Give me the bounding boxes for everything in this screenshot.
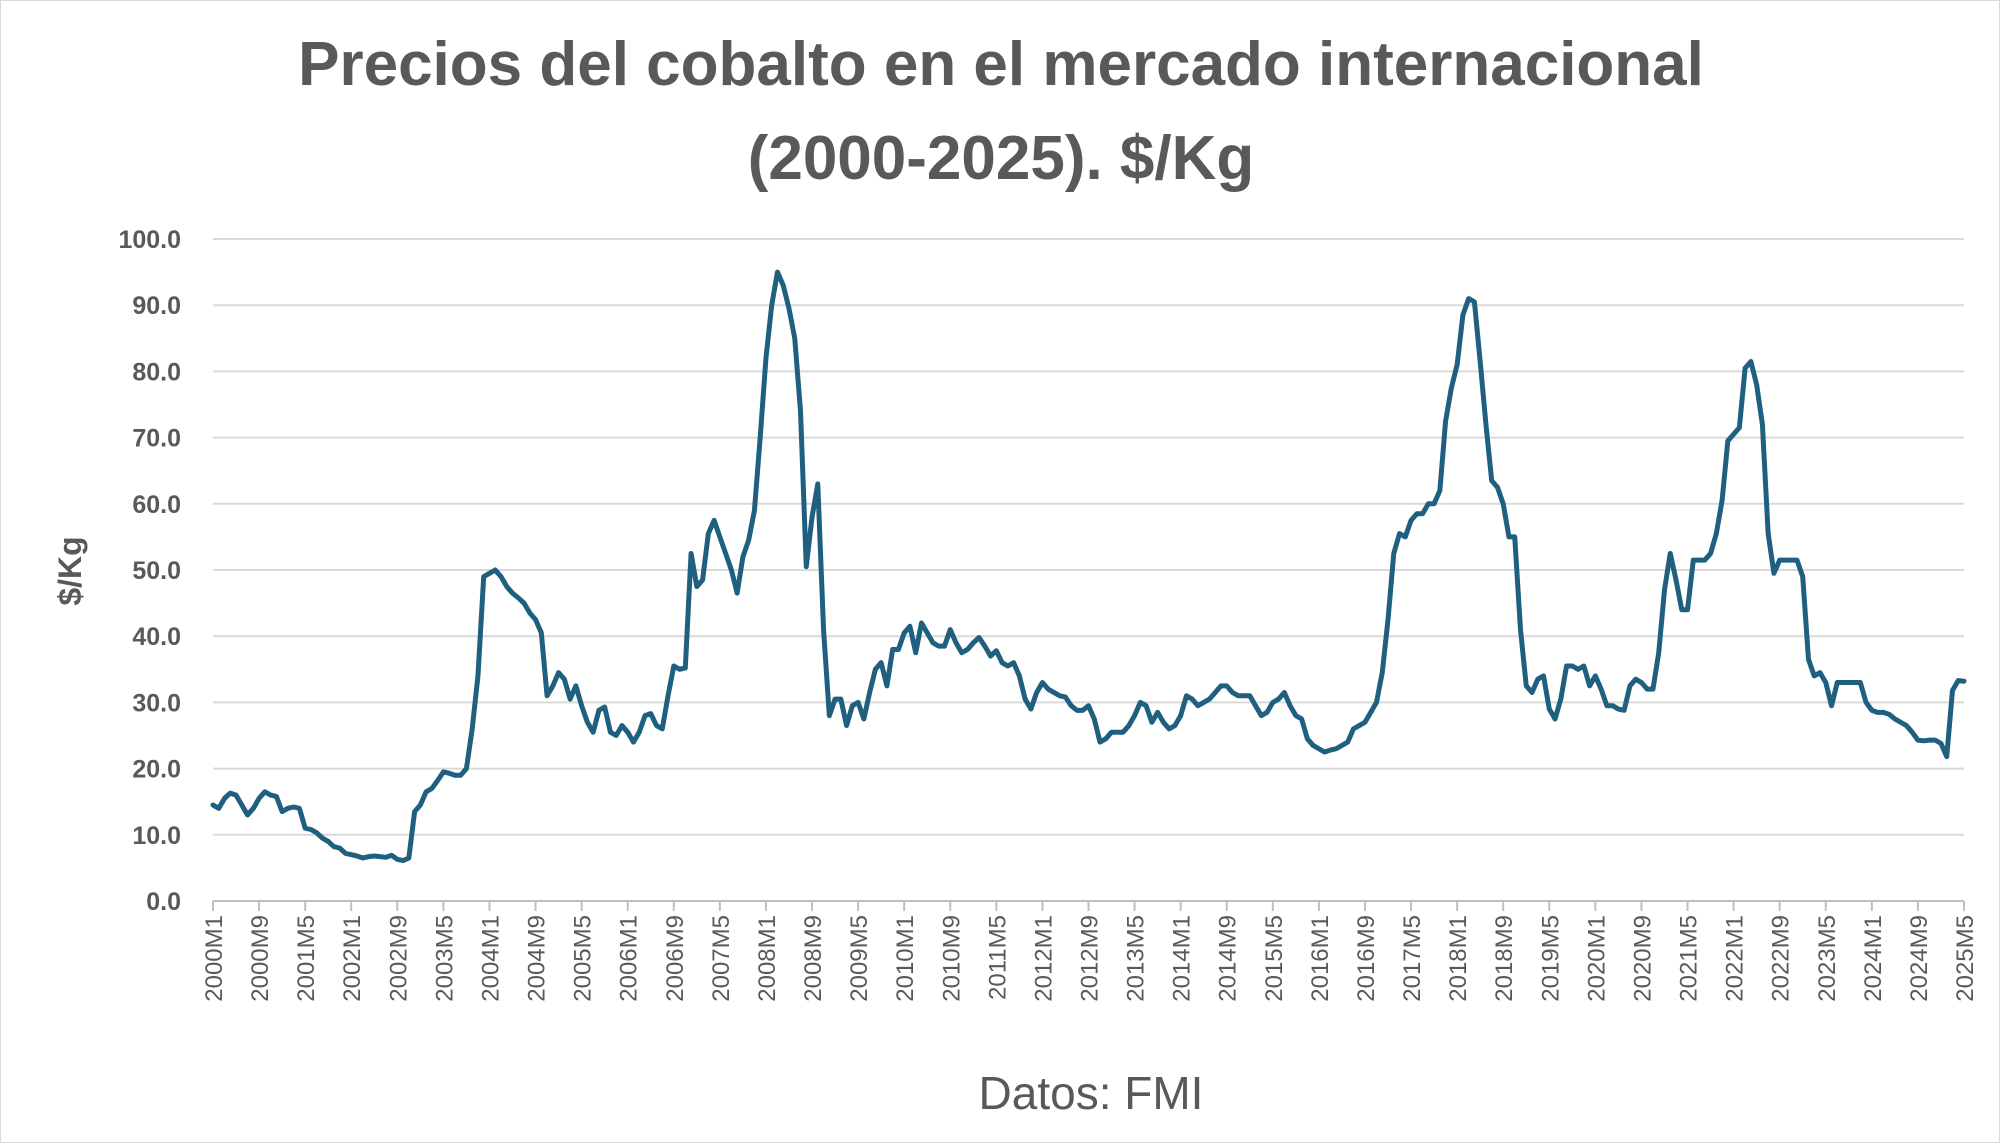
x-tick-label: 2008M9 [800,915,827,1002]
x-tick-label: 2000M9 [247,915,274,1002]
x-tick-label: 2010M9 [938,915,965,1002]
x-tick-label: 2022M1 [1722,915,1749,1002]
x-tick-label: 2009M5 [846,915,873,1002]
chart-title-line-2: (2000-2025). $/Kg [748,124,1255,193]
x-tick-label: 2021M5 [1676,915,1703,1002]
x-tick-label: 2002M1 [339,915,366,1002]
x-tick-label: 2024M1 [1860,915,1887,1002]
x-tick-label: 2022M9 [1768,915,1795,1002]
y-tick-label: 10.0 [132,822,181,850]
x-tick-label: 2012M1 [1030,915,1057,1002]
chart-title-line-1: Precios del cobalto en el mercado intern… [298,30,1704,99]
gridlines [213,238,1964,902]
y-tick-label: 50.0 [132,557,181,585]
x-tick-label: 2020M9 [1629,915,1656,1002]
x-tick-label: 2015M5 [1261,915,1288,1002]
x-tick-label: 2004M1 [477,915,504,1002]
x-tick-label: 2016M9 [1353,915,1380,1002]
y-tick-label: 90.0 [132,292,181,320]
y-tick-label: 70.0 [132,425,181,453]
x-tick-label: 2018M9 [1491,915,1518,1002]
x-tick-label: 2016M1 [1307,915,1334,1002]
x-tick-label: 2008M1 [754,915,781,1002]
y-tick-label: 60.0 [132,491,181,519]
x-tick-label: 2023M5 [1814,915,1841,1002]
x-tick-label: 2001M5 [293,915,320,1002]
x-tick-label: 2011M5 [984,915,1011,1000]
x-tick-label: 2003M5 [431,915,458,1002]
x-tick-label: 2024M9 [1906,915,1933,1002]
x-tick-label: 2012M9 [1077,915,1104,1002]
x-tick-label: 2000M1 [201,915,228,1002]
x-tick-label: 2006M9 [662,915,689,1002]
y-tick-label: 100.0 [118,226,181,254]
y-axis-label: $/Kg [52,536,88,605]
x-tick-label: 2005M5 [570,915,597,1002]
x-axis-label: Datos: FMI [979,1067,1204,1119]
series-layer [210,269,1967,864]
x-tick-label: 2004M9 [524,915,551,1002]
x-tick-label: 2002M9 [385,915,412,1002]
x-tick-label: 2014M1 [1169,915,1196,1002]
x-tick-label: 2007M5 [708,915,735,1002]
y-axis-ticks: 0.0 10.0 20.0 30.0 40.0 50.0 60.0 70.0 80.0 90.0 1… [118,226,181,916]
x-axis-ticks: 2000M1 2000M9 2001M5 2002M1 2002M9 2003M5 2004… [201,901,1979,1002]
x-tick-label: 2017M5 [1399,915,1426,1002]
y-tick-label: 20.0 [132,756,181,784]
series-line-0 [210,269,1967,864]
x-tick-label: 2018M1 [1445,915,1472,1002]
x-tick-label: 2020M1 [1583,915,1610,1002]
x-tick-label: 2013M5 [1123,915,1150,1002]
x-tick-label: 2019M5 [1537,915,1564,1002]
x-tick-label: 2014M9 [1215,915,1242,1002]
x-tick-label: 2006M1 [616,915,643,1002]
x-tick-label: 2010M1 [892,915,919,1002]
x-tick-label: 2025M5 [1952,915,1979,1002]
y-tick-label: 0.0 [146,888,181,916]
y-tick-label: 30.0 [132,689,181,717]
y-tick-label: 80.0 [132,358,181,386]
y-tick-label: 40.0 [132,623,181,651]
